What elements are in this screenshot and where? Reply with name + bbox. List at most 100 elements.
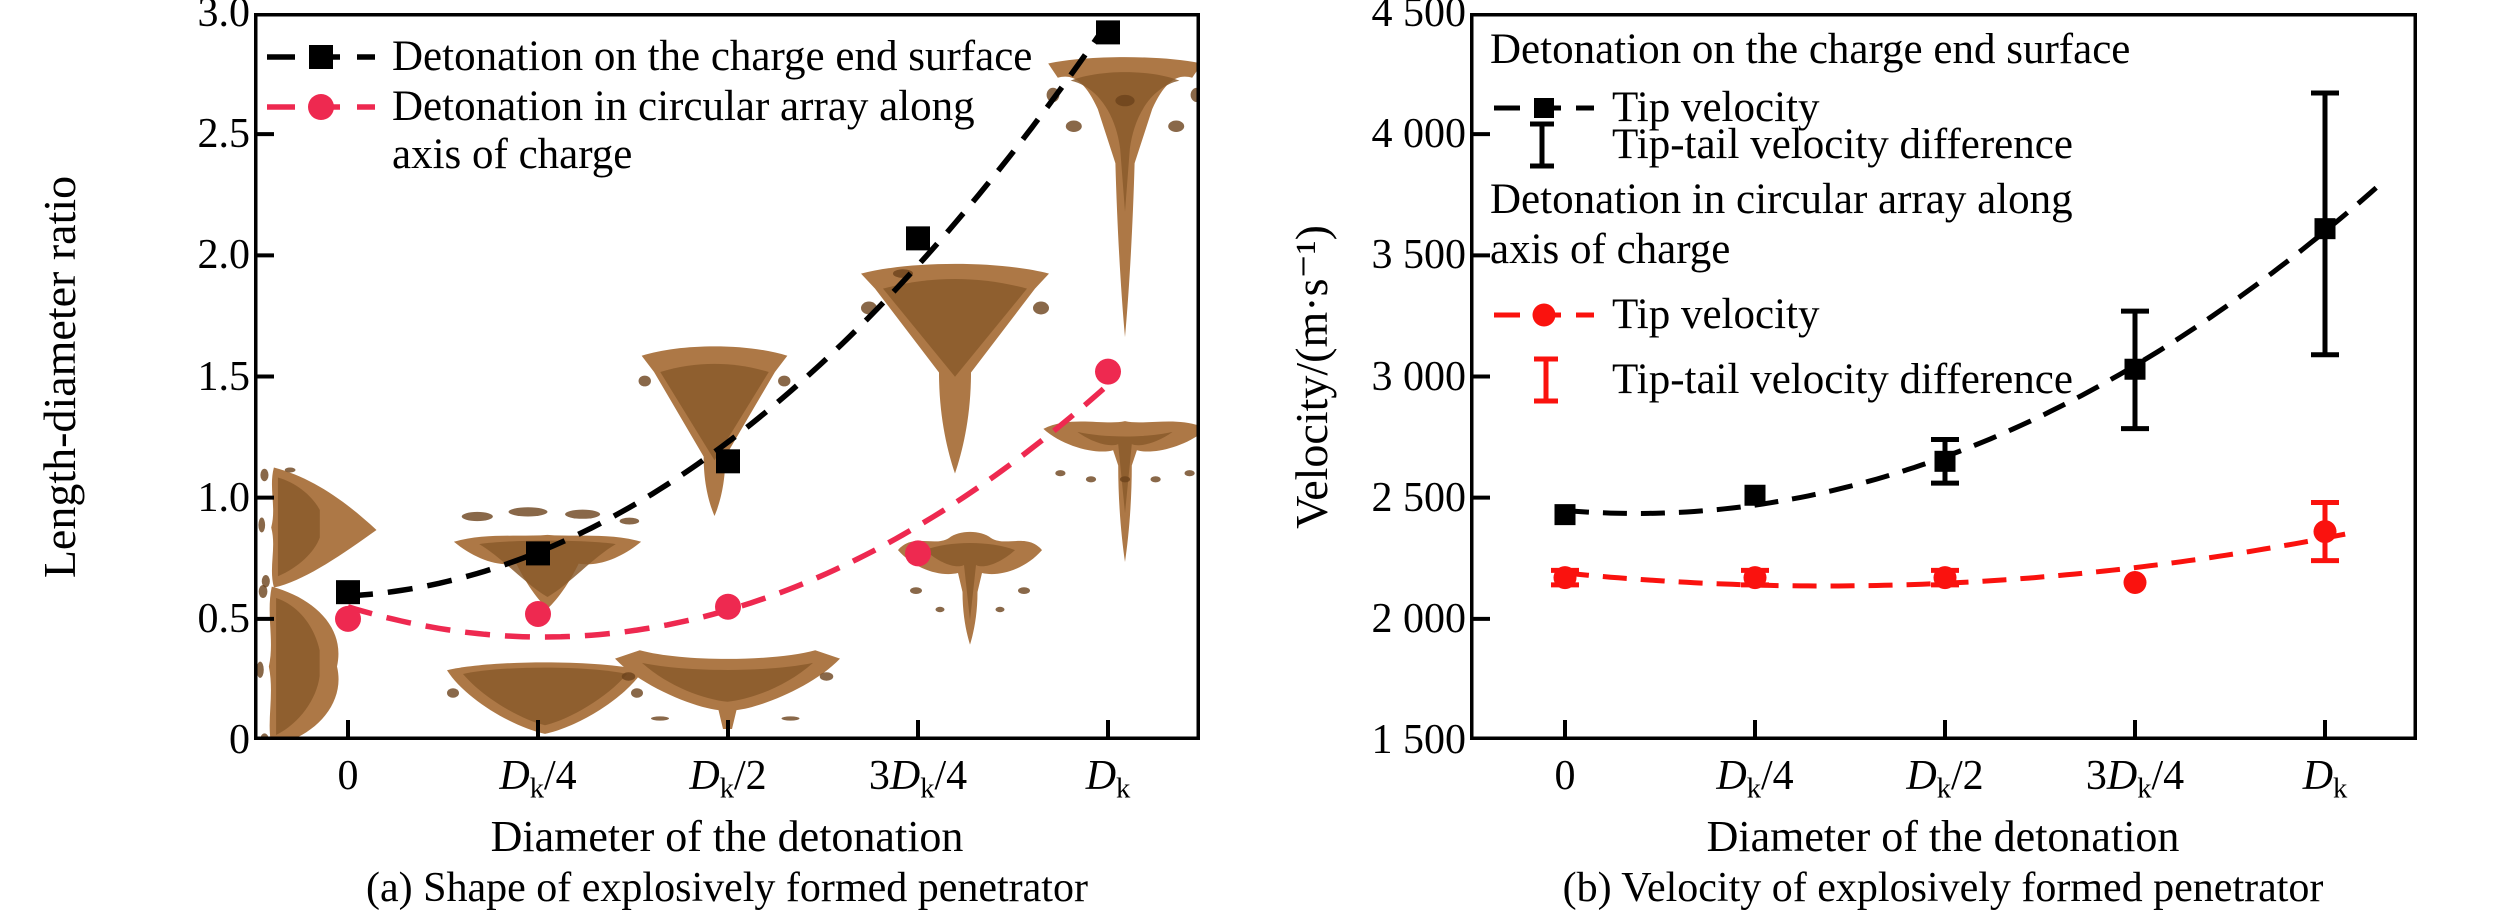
panel-b-x-axis-title: Diameter of the detonation: [1706, 812, 2180, 861]
legend-dash-square-icon-b: [1494, 98, 1594, 118]
panel-a-data-point-circle: [335, 605, 361, 632]
panel-b-data-point-square: [1554, 504, 1576, 526]
legend-errorbar-red-icon: [1534, 356, 1558, 404]
panel-a-x-axis-title: Diameter of the detonation: [490, 812, 964, 861]
efp-fragment: [638, 375, 651, 387]
legend-errorbar-black-icon: [1530, 121, 1554, 169]
panel-b-trend-square: [1564, 177, 2388, 516]
efp-fragment: [284, 467, 296, 473]
efp-fragment: [1055, 470, 1066, 477]
efp-fragment: [1018, 587, 1030, 594]
efp-inner: [479, 540, 616, 597]
panel-a-y-tick-label-0.5: 0.5: [197, 595, 251, 642]
efp-fragment: [935, 606, 945, 613]
efp-fragment: [258, 517, 266, 533]
panel-b-x-tick-label-Dk-4: Dk/4: [1716, 753, 1794, 805]
efp-funnel-long-tail-top-dk: [1046, 57, 1200, 338]
efp-fragment: [461, 511, 493, 522]
efp-inner: [1077, 431, 1173, 513]
panel-a-data-point-square: [336, 580, 360, 605]
panel-b-y-tick-label-1500: 1 500: [1371, 717, 1467, 763]
efp-fragment: [1150, 476, 1161, 483]
panel-a-data-point-square: [1096, 20, 1120, 45]
efp-fragment: [256, 661, 264, 678]
panel-a-legend-label-end-surface: Detonation on the charge end surface: [392, 33, 1033, 80]
panel-a-y-tick-label-1.5: 1.5: [197, 353, 251, 400]
panel-a-data-point-circle: [525, 600, 551, 627]
panel-b-data-point-square: [2314, 218, 2336, 240]
panel-a-trend-square: [347, 20, 1111, 599]
efp-inner: [660, 363, 769, 461]
panel-a-frame: [254, 13, 1200, 740]
panel-a-y-tick-label-2.5: 2.5: [197, 111, 251, 158]
panel-b-frame: [1470, 13, 2417, 740]
efp-inner: [642, 662, 813, 702]
panel-b-data-point-square: [2124, 358, 2146, 380]
efp-fragment: [995, 606, 1005, 613]
efp-fragment: [258, 585, 268, 599]
legend-dash-circle-icon-b: [1494, 303, 1594, 327]
efp-fragment: [1085, 476, 1097, 483]
efp-fragment: [631, 688, 643, 698]
panel-b-y-tick-label-3500: 3 500: [1371, 232, 1467, 279]
panel-a-data-point-circle: [1095, 358, 1121, 385]
efp-fragment: [910, 587, 922, 594]
panel-b-y-tick-label-4500: 4 500: [1371, 0, 1467, 36]
efp-fragment: [565, 509, 601, 519]
panel-b-data-point-square: [1934, 450, 1956, 472]
panel-a-y-tick-label-2.0: 2.0: [197, 232, 251, 279]
efp-shallow-bowl-bottom-dk4: [447, 662, 643, 734]
efp-t-wings-bottom-3dk4: [898, 531, 1042, 645]
efp-side-bulge-bottom-0: [256, 585, 339, 740]
panel-a-data-point-square: [906, 226, 930, 251]
panel-b-y-tick-label-2000: 2 000: [1371, 595, 1467, 642]
efp-funnel-mid-tail-top-3dk4: [861, 263, 1049, 474]
efp-fragment: [651, 716, 669, 721]
panel-b-x-tick-label-Dk-2: Dk/2: [1906, 753, 1984, 805]
panel-a-data-point-circle: [905, 540, 931, 567]
panel-b-legend-header-circular-line1: Detonation in circular array along: [1490, 176, 2073, 223]
efp-fragment: [508, 507, 548, 517]
efp-fragment: [1184, 470, 1195, 477]
panel-b-legend-label-tip-velocity-red: Tip velocity: [1612, 291, 1820, 338]
efp-fragment: [1168, 120, 1185, 132]
panel-b-data-point-circle: [2313, 520, 2337, 544]
panel-a-x-tick-label-Dk: Dk: [1085, 753, 1131, 805]
legend-dash-square-icon: [267, 45, 375, 69]
panel-b-y-tick-label-2500: 2 500: [1371, 474, 1467, 521]
efp-fragment: [621, 672, 636, 681]
efp-body: [1043, 421, 1200, 562]
efp-side-cone-top-0: [258, 467, 377, 588]
efp-funnel-short-tail-top-dk2: [638, 346, 791, 516]
efp-inner: [463, 667, 627, 726]
panel-a-plot-area: [254, 13, 1200, 740]
panel-a-legend-label-circular-array-line1: Detonation in circular array along: [392, 83, 975, 130]
efp-inner: [883, 278, 1027, 377]
panel-b-data-point-circle: [1933, 566, 1957, 590]
panel-a-trend-circle: [347, 382, 1110, 640]
efp-fragment: [819, 672, 834, 681]
panel-a-x-tick-label-0: 0: [337, 753, 359, 799]
panel-a-x-tick-label-Dk-2: Dk/2: [689, 753, 767, 805]
panel-a-y-tick-label-3.0: 3.0: [197, 0, 251, 36]
panel-a-x-tick-label-3Dk-4: 3Dk/4: [868, 753, 968, 805]
panel-a-x-tick-label-Dk-4: Dk/4: [499, 753, 577, 805]
efp-fragment: [261, 575, 270, 588]
efp-fragment: [619, 517, 640, 525]
panel-b-data-point-circle: [1743, 566, 1767, 590]
panel-b-x-tick-label-3Dk-4: 3Dk/4: [2085, 753, 2185, 805]
efp-v-tail-wings-bottom-dk2: [615, 650, 840, 729]
panel-b-x-tick-label-Dk: Dk: [2302, 753, 2348, 805]
panel-b-data-point-circle: [2123, 570, 2147, 594]
panel-b-y-tick-label-3000: 3 000: [1371, 353, 1467, 400]
panel-a-data-point-square: [526, 541, 550, 566]
panel-b-legend-label-tiptail-black: Tip-tail velocity difference: [1612, 121, 2073, 168]
panel-a-legend-label-circular-array-line2: axis of charge: [392, 131, 633, 178]
efp-crowned-v-top-dk4: [453, 507, 642, 609]
panel-a-data-point-square: [716, 449, 740, 474]
efp-inner: [277, 477, 320, 577]
panel-b-legend-label-tip-velocity-black: Tip velocity: [1612, 84, 1820, 131]
legend-dash-circle-icon: [267, 94, 375, 120]
panel-a-data-point-circle: [715, 593, 741, 620]
efp-inner: [1070, 72, 1180, 212]
